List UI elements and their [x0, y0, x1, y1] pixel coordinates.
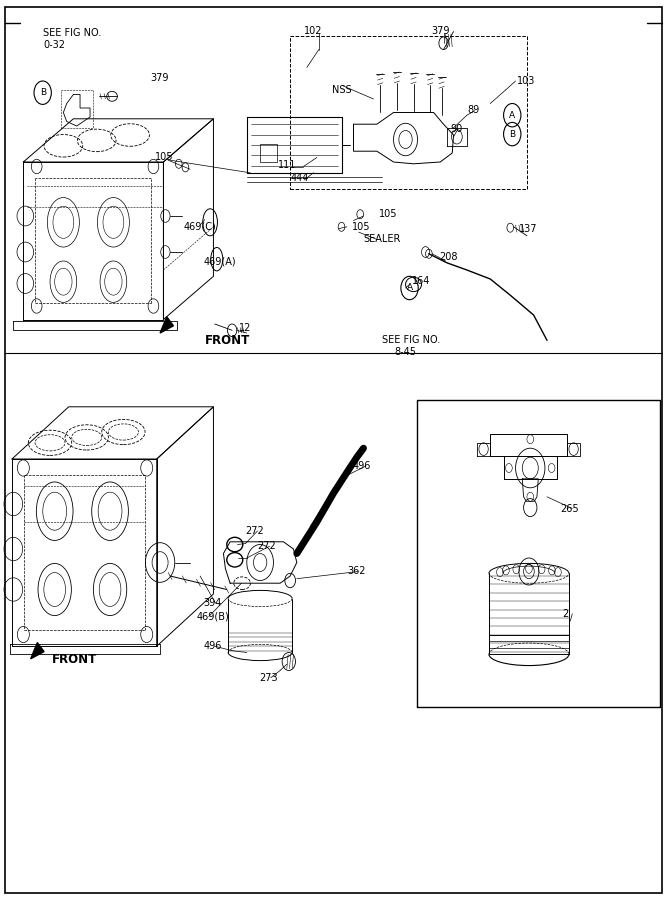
Text: 273: 273 — [259, 672, 277, 683]
Text: 111: 111 — [277, 159, 296, 170]
Text: 90: 90 — [450, 123, 462, 134]
Text: 105: 105 — [352, 221, 370, 232]
Text: 496: 496 — [352, 461, 371, 472]
Text: 103: 103 — [517, 76, 536, 86]
Text: 496: 496 — [203, 641, 222, 652]
Text: 8-45: 8-45 — [394, 346, 416, 357]
Text: 272: 272 — [257, 541, 276, 552]
Text: 444: 444 — [290, 173, 309, 184]
Text: 0-32: 0-32 — [43, 40, 65, 50]
Text: 89: 89 — [467, 104, 479, 115]
Polygon shape — [160, 317, 173, 333]
Text: 12: 12 — [239, 322, 251, 333]
Text: 469(C): 469(C) — [183, 221, 216, 232]
Text: 379: 379 — [432, 25, 450, 36]
Text: 164: 164 — [412, 275, 431, 286]
Text: SEE FIG NO.: SEE FIG NO. — [382, 335, 440, 346]
Text: 394: 394 — [203, 598, 222, 608]
Text: 469(A): 469(A) — [203, 256, 236, 266]
Text: SEALER: SEALER — [364, 234, 401, 245]
Text: B: B — [509, 130, 516, 139]
Text: 469(B): 469(B) — [197, 611, 229, 622]
Bar — [260, 144, 277, 162]
Text: A: A — [509, 111, 516, 120]
Text: 102: 102 — [303, 25, 322, 36]
Text: 2: 2 — [562, 608, 568, 619]
Text: 362: 362 — [347, 566, 366, 577]
Text: FRONT: FRONT — [52, 653, 97, 666]
Text: SEE FIG NO.: SEE FIG NO. — [43, 28, 101, 39]
Text: 272: 272 — [245, 526, 264, 536]
Text: FRONT: FRONT — [205, 334, 250, 346]
Text: 379: 379 — [150, 73, 169, 84]
Polygon shape — [31, 643, 44, 659]
Text: 105: 105 — [379, 209, 398, 220]
Text: 137: 137 — [519, 224, 538, 235]
Text: 208: 208 — [439, 251, 458, 262]
Text: NSS: NSS — [332, 85, 352, 95]
Text: B: B — [39, 88, 46, 97]
Text: 265: 265 — [560, 503, 579, 514]
Text: 105: 105 — [155, 151, 174, 162]
Text: A: A — [406, 284, 413, 292]
